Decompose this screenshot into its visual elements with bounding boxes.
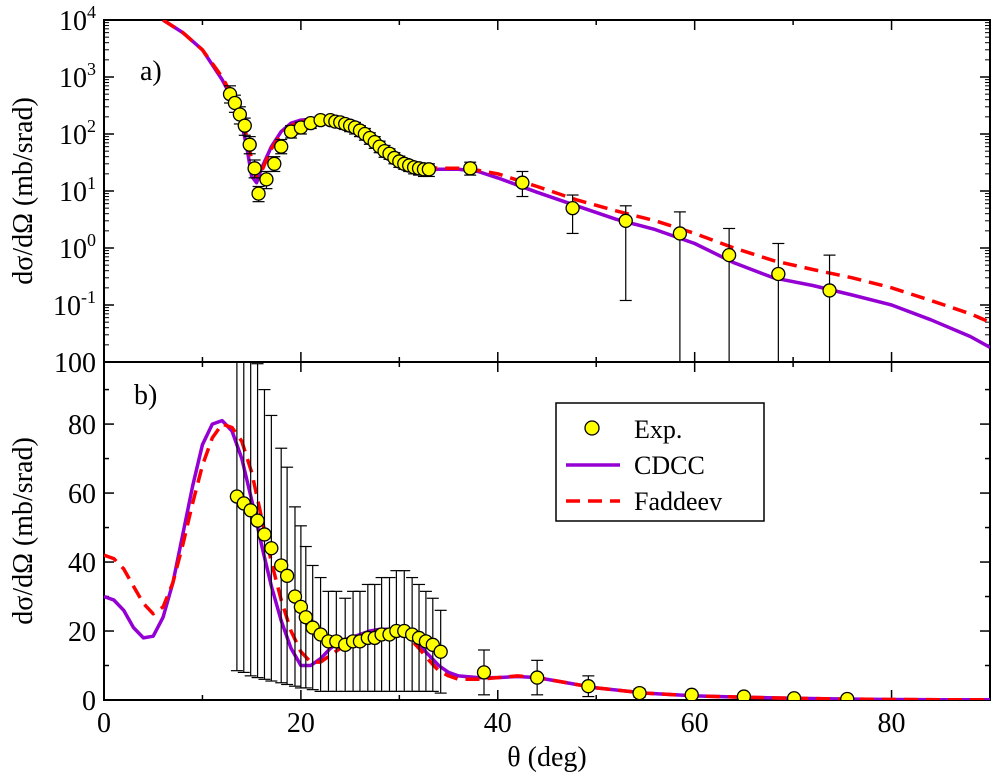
data-point [565,201,580,216]
data-point [433,644,448,659]
data-point [257,527,272,542]
x-tick-label: 40 [484,708,512,739]
legend-marker-exp [584,420,600,436]
y-tick-base: 10 [59,6,87,37]
legend: Exp. CDCC Faddeev [555,402,765,522]
plot-frame-1 [103,361,991,701]
y-tick-label: 103 [59,59,96,94]
y-tick-base: 10 [59,234,87,265]
y-tick-label: 102 [59,116,96,151]
plot-frame-0 [103,19,991,363]
y-tick-base: 10 [59,63,87,94]
data-point [632,685,647,700]
plot-area-0 [162,20,990,362]
y-tick-exponent: 3 [87,59,96,79]
panel-label-b: b) [134,380,157,411]
series-line-faddeev [162,20,990,324]
y-tick-label: 40 [68,548,96,579]
x-tick-label: 60 [681,708,709,739]
data-point [515,175,530,190]
data-point [242,137,257,152]
y-tick-label: 20 [68,617,96,648]
y-tick-exponent: 0 [87,230,96,250]
data-point [618,213,633,228]
data-point [736,689,752,700]
y-tick-base: 10 [59,177,87,208]
y-tick-exponent: 4 [87,2,96,22]
y-tick-label: 101 [59,173,96,208]
x-tick-label: 20 [287,708,315,739]
data-point [264,541,279,556]
data-point [530,670,545,685]
data-point [250,513,265,528]
data-point [237,118,252,133]
data-point [771,266,786,282]
x-axis-label: θ (deg) [507,742,587,773]
y-tick-exponent: -1 [81,287,96,307]
y-axis-label-a: dσ/dΩ (mb/srad) [8,97,39,285]
series-line-cdcc [162,20,990,349]
data-point [840,691,855,700]
data-point [672,226,688,241]
data-point [243,503,258,518]
data-point [298,610,313,625]
y-tick-label: 10-1 [53,287,96,322]
data-point [247,161,262,176]
y-tick-base: 10 [53,291,81,322]
y-tick-label: 0 [82,686,96,717]
y-axis-label-b: dσ/dΩ (mb/srad) [8,437,39,625]
y-tick-exponent: 2 [87,116,96,136]
y-tick-base: 100 [54,348,96,379]
legend-label: Exp. [634,415,682,444]
data-point [581,679,596,694]
x-tick-label: 80 [878,708,906,739]
data-point [251,186,266,201]
y-tick-label: 80 [68,410,96,441]
y-tick-label: 60 [68,479,96,510]
legend-label: CDCC [634,451,705,480]
data-point [822,283,837,298]
data-point [421,162,437,177]
panel-b: 0 20 40 60 80 0 20 40 60 80 [68,361,991,739]
data-point [267,156,282,171]
plot-area-1 [104,362,990,700]
x-tick-label: 0 [97,708,111,739]
y-tick-base: 10 [59,120,87,151]
data-point [463,161,478,176]
data-point [684,687,699,700]
data-point [279,568,295,583]
y-tick-label: 100 [59,230,96,265]
data-point [476,665,492,680]
y-tick-label: 104 [59,2,96,37]
data-point [259,172,274,187]
data-point [274,139,289,154]
data-point [786,691,802,700]
panel-label-a: a) [140,56,162,87]
y-tick-label: 100 [54,348,96,379]
y-tick-exponent: 1 [87,173,96,193]
data-point [721,247,737,263]
legend-label: Faddeev [634,487,722,516]
